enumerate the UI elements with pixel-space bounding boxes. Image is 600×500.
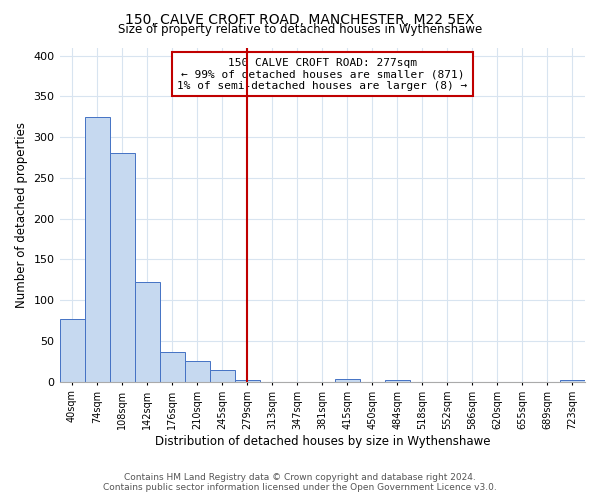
X-axis label: Distribution of detached houses by size in Wythenshawe: Distribution of detached houses by size … (155, 434, 490, 448)
Bar (59, 319, 85, 382)
Bar (160, 352, 185, 382)
Text: Size of property relative to detached houses in Wythenshawe: Size of property relative to detached ho… (118, 24, 482, 36)
Bar (385, 380, 410, 382)
Text: 150, CALVE CROFT ROAD, MANCHESTER, M22 5EX: 150, CALVE CROFT ROAD, MANCHESTER, M22 5… (125, 12, 475, 26)
Bar (335, 380, 360, 382)
Text: Contains HM Land Registry data © Crown copyright and database right 2024.
Contai: Contains HM Land Registry data © Crown c… (103, 473, 497, 492)
Bar (235, 380, 260, 382)
Bar (134, 282, 160, 382)
Text: 150 CALVE CROFT ROAD: 277sqm
← 99% of detached houses are smaller (871)
1% of se: 150 CALVE CROFT ROAD: 277sqm ← 99% of de… (177, 58, 467, 90)
Y-axis label: Number of detached properties: Number of detached properties (15, 122, 28, 308)
Bar (110, 154, 134, 382)
Bar (85, 117, 110, 382)
Bar (209, 370, 235, 382)
Bar (560, 380, 585, 382)
Bar (185, 362, 209, 382)
